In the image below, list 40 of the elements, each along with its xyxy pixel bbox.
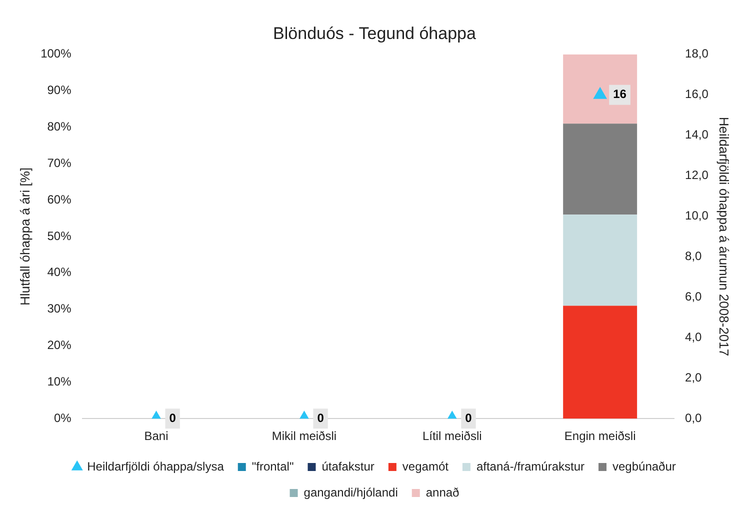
y2-tick-label: 0,0 xyxy=(685,410,702,425)
data-label: 16 xyxy=(613,87,627,102)
legend-label: aftaná-/framúrakstur xyxy=(476,459,584,474)
legend-label: gangandi/hjólandi xyxy=(304,485,398,500)
y-tick-label: 60% xyxy=(47,192,72,206)
legend-label: vegamót xyxy=(402,459,450,474)
y-tick-label: 10% xyxy=(47,374,72,388)
x-tick-label: Mikil meiðsli xyxy=(272,429,337,444)
y-tick-label: 100% xyxy=(40,46,72,61)
y2-axis-title: Heildarfjöldi óhappa á árumun 2008-2017 xyxy=(716,116,732,356)
x-tick-label: Bani xyxy=(144,429,168,444)
legend-label: Heildarfjöldi óhappa/slysa xyxy=(87,459,224,474)
legend-label: "frontal" xyxy=(252,459,294,474)
y2-tick-label: 12,0 xyxy=(685,168,709,182)
y-tick-label: 80% xyxy=(47,120,72,134)
y2-tick-label: 2,0 xyxy=(685,370,702,384)
y-axis-title: Hlutfall óhappa á ári [%] xyxy=(17,167,32,306)
y-tick-label: 70% xyxy=(47,156,72,170)
legend-label: útafakstur xyxy=(322,459,374,474)
y-tick-label: 20% xyxy=(47,338,72,352)
y2-tick-label: 4,0 xyxy=(685,330,702,344)
y-tick-label: 30% xyxy=(47,302,72,316)
y2-tick-label: 18,0 xyxy=(685,46,709,61)
legend-label: vegbúnaður xyxy=(612,459,676,474)
data-label: 0 xyxy=(465,410,472,425)
x-tick-label: Engin meiðsli xyxy=(564,429,636,444)
chart-title: Blönduós - Tegund óhappa xyxy=(273,24,476,43)
y-tick-label: 50% xyxy=(47,228,72,243)
y-tick-label: 40% xyxy=(47,265,72,280)
data-label: 0 xyxy=(317,410,324,425)
legend-label: annað xyxy=(426,485,460,500)
x-tick-label: Lítil meiðsli xyxy=(422,429,482,444)
data-label: 0 xyxy=(169,410,176,425)
y2-tick-label: 14,0 xyxy=(685,128,709,142)
y2-tick-label: 16,0 xyxy=(685,87,709,102)
y2-tick-label: 6,0 xyxy=(685,290,702,304)
y2-tick-label: 8,0 xyxy=(685,249,702,264)
y-tick-label: 90% xyxy=(47,83,72,98)
y2-tick-label: 10,0 xyxy=(685,208,709,223)
y-tick-label: 0% xyxy=(54,410,72,425)
